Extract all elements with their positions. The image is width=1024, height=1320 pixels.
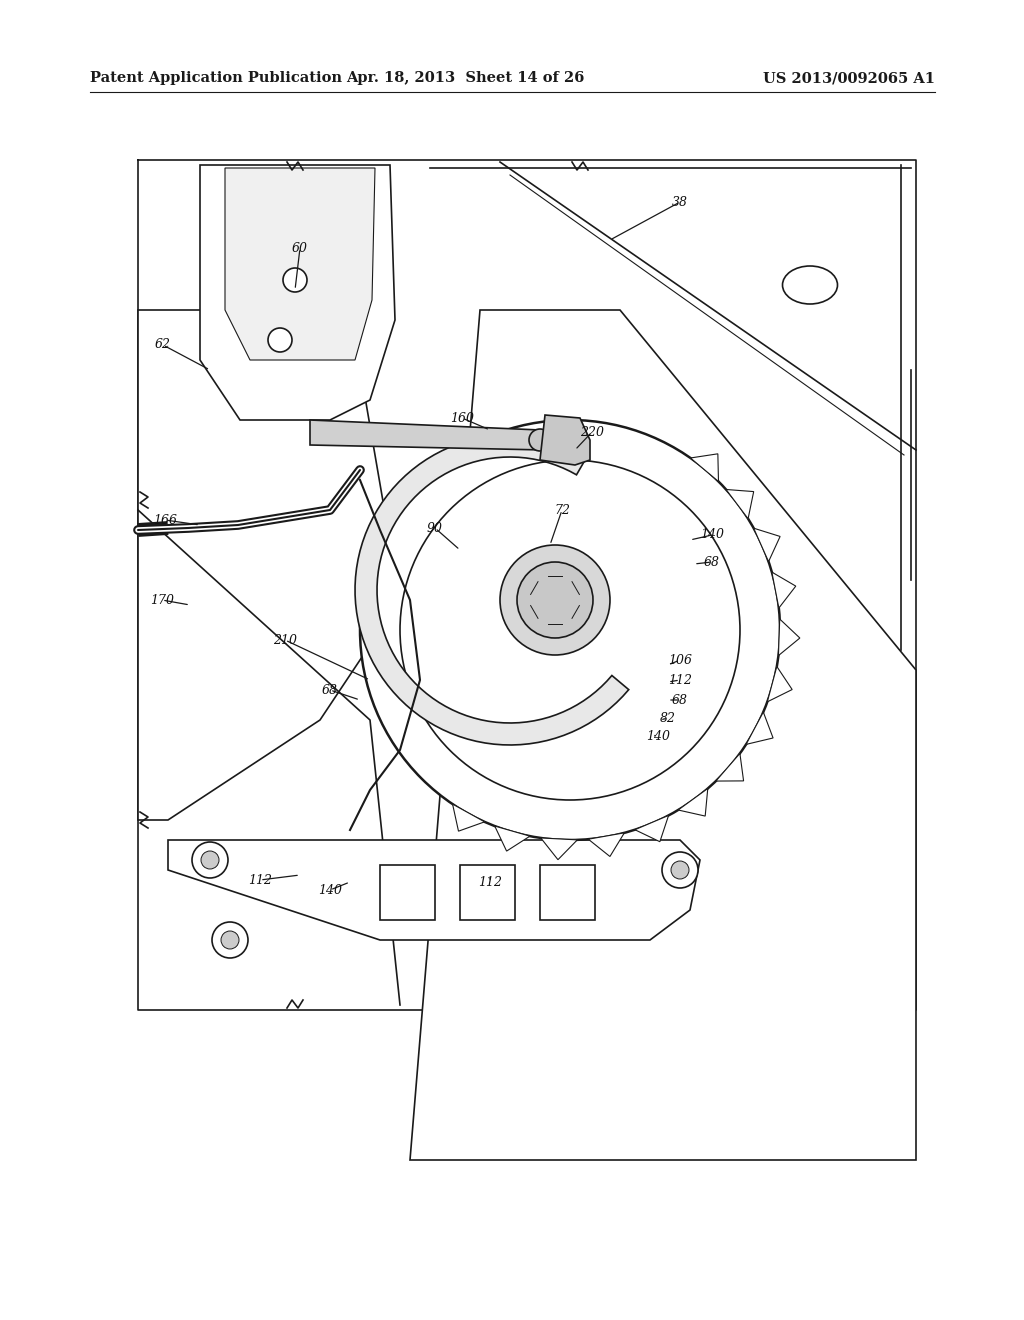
Text: 68: 68 [322,684,338,697]
Polygon shape [168,840,700,940]
Text: 68: 68 [672,693,688,706]
Polygon shape [540,414,590,465]
Text: Patent Application Publication: Patent Application Publication [90,71,342,84]
Text: 82: 82 [660,711,676,725]
Polygon shape [726,490,754,519]
Circle shape [500,545,610,655]
Text: US 2013/0092065 A1: US 2013/0092065 A1 [763,71,935,84]
Circle shape [360,420,780,840]
Text: 210: 210 [273,634,297,647]
Text: 140: 140 [646,730,670,742]
Bar [380,865,435,920]
Ellipse shape [782,267,838,304]
Text: 170: 170 [150,594,174,606]
Polygon shape [225,168,375,360]
Text: 166: 166 [153,513,177,527]
Polygon shape [778,619,800,656]
Circle shape [517,562,593,638]
Text: 160: 160 [450,412,474,425]
Polygon shape [541,838,578,859]
Circle shape [662,851,698,888]
Text: 140: 140 [700,528,724,541]
Text: 220: 220 [580,425,604,438]
Circle shape [671,861,689,879]
Polygon shape [772,572,796,609]
Circle shape [221,931,239,949]
Text: 112: 112 [248,874,272,887]
Polygon shape [495,826,530,851]
Polygon shape [690,454,719,482]
Polygon shape [410,310,916,1160]
Text: 112: 112 [478,875,502,888]
Text: 68: 68 [705,556,720,569]
Polygon shape [635,816,669,842]
Polygon shape [746,711,773,744]
Text: 140: 140 [318,883,342,896]
Polygon shape [678,788,708,816]
Bar [460,865,515,920]
Ellipse shape [529,429,551,451]
Circle shape [268,327,292,352]
Polygon shape [138,310,400,820]
Circle shape [400,459,740,800]
Polygon shape [716,754,743,781]
Text: 62: 62 [155,338,171,351]
Bar [540,865,595,920]
Text: 38: 38 [672,195,688,209]
Text: 60: 60 [292,242,308,255]
Text: 106: 106 [668,653,692,667]
Polygon shape [754,528,780,561]
Polygon shape [767,667,793,702]
Circle shape [283,268,307,292]
Text: 112: 112 [668,673,692,686]
Text: FIG. 14: FIG. 14 [458,1102,566,1127]
Text: 90: 90 [427,521,443,535]
Circle shape [193,842,228,878]
Circle shape [212,921,248,958]
Polygon shape [355,436,629,744]
Polygon shape [453,804,484,832]
Text: Apr. 18, 2013  Sheet 14 of 26: Apr. 18, 2013 Sheet 14 of 26 [346,71,584,84]
Bar [138,160,916,1010]
Text: 72: 72 [554,503,570,516]
Polygon shape [589,833,625,857]
Circle shape [201,851,219,869]
Polygon shape [310,420,545,450]
Polygon shape [200,165,395,420]
